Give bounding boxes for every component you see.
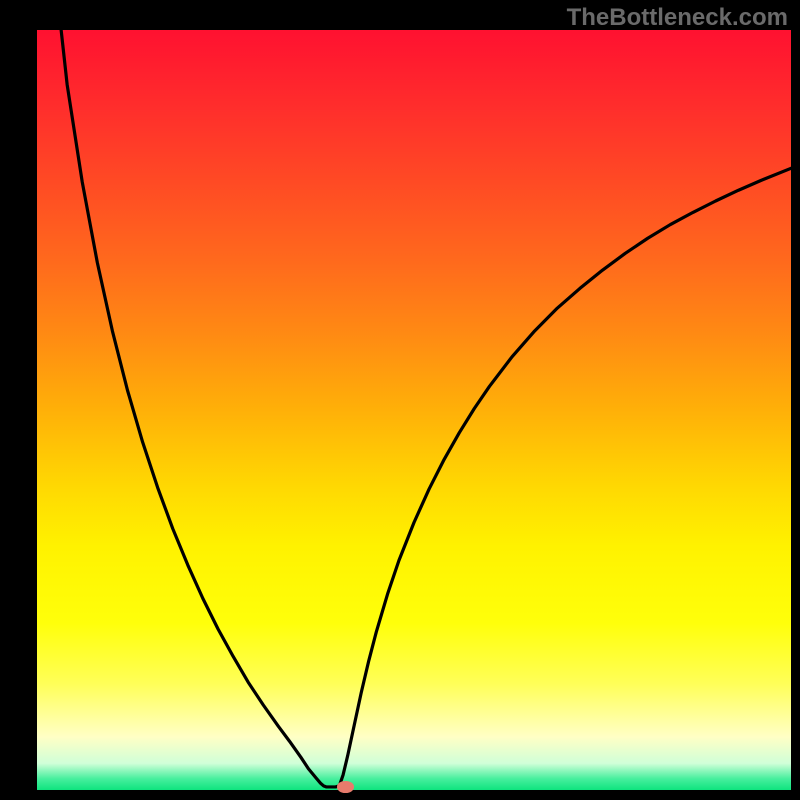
bottleneck-curve [37, 30, 791, 790]
curve-path [61, 30, 791, 787]
watermark-text: TheBottleneck.com [567, 4, 788, 32]
optimum-marker [337, 781, 354, 792]
